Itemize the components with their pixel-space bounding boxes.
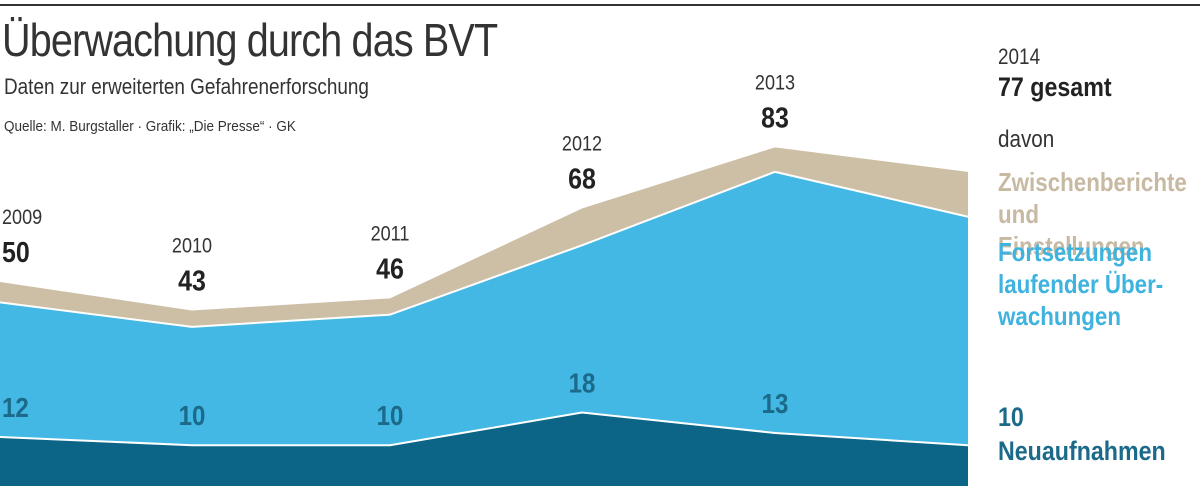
top-rule [0,4,1200,6]
area-neuaufnahmen [0,412,968,486]
neuaufnahmen-label-2010: 10 [179,399,206,431]
source-note: Quelle: M. Burgstaller · Grafik: „Die Pr… [4,118,296,135]
separator-line-lower [0,411,969,447]
legend-zwischenberichte: Zwischenberichte und Einstellungen [998,167,1187,261]
chart-title: Überwachung durch das BVT [2,14,498,66]
total-label-2013: 83 [761,102,789,134]
chart-subtitle: Daten zur erweiterten Gefahrenerforschun… [4,74,369,99]
year-label-2011: 2011 [371,222,410,246]
area-zwischenberichte [0,147,968,327]
legend-neuaufnahmen-label: Neuaufnahmen [998,436,1166,466]
total-label-2012: 68 [568,163,596,195]
neuaufnahmen-label-2009: 12 [2,391,29,423]
legend-neuaufnahmen-value: 10 [998,402,1024,432]
total-label-2009: 50 [2,236,30,268]
neuaufnahmen-label-2013: 13 [762,387,789,419]
area-fortsetzungen [0,171,968,446]
legend-total: 77 gesamt [998,72,1112,102]
year-label-2012: 2012 [562,132,602,156]
total-label-2010: 43 [178,265,206,297]
legend-year: 2014 [998,44,1041,69]
separator-line-upper [0,170,969,328]
neuaufnahmen-label-2012: 18 [569,367,596,399]
year-label-2010: 2010 [172,234,212,258]
year-label-2009: 2009 [2,206,42,230]
total-label-2011: 46 [376,253,404,285]
legend-fortsetzungen: Fortsetzungen laufender Über- wachungen [998,237,1164,331]
year-label-2013: 2013 [755,71,795,95]
legend-davon: davon [998,126,1055,153]
neuaufnahmen-label-2011: 10 [377,399,404,431]
